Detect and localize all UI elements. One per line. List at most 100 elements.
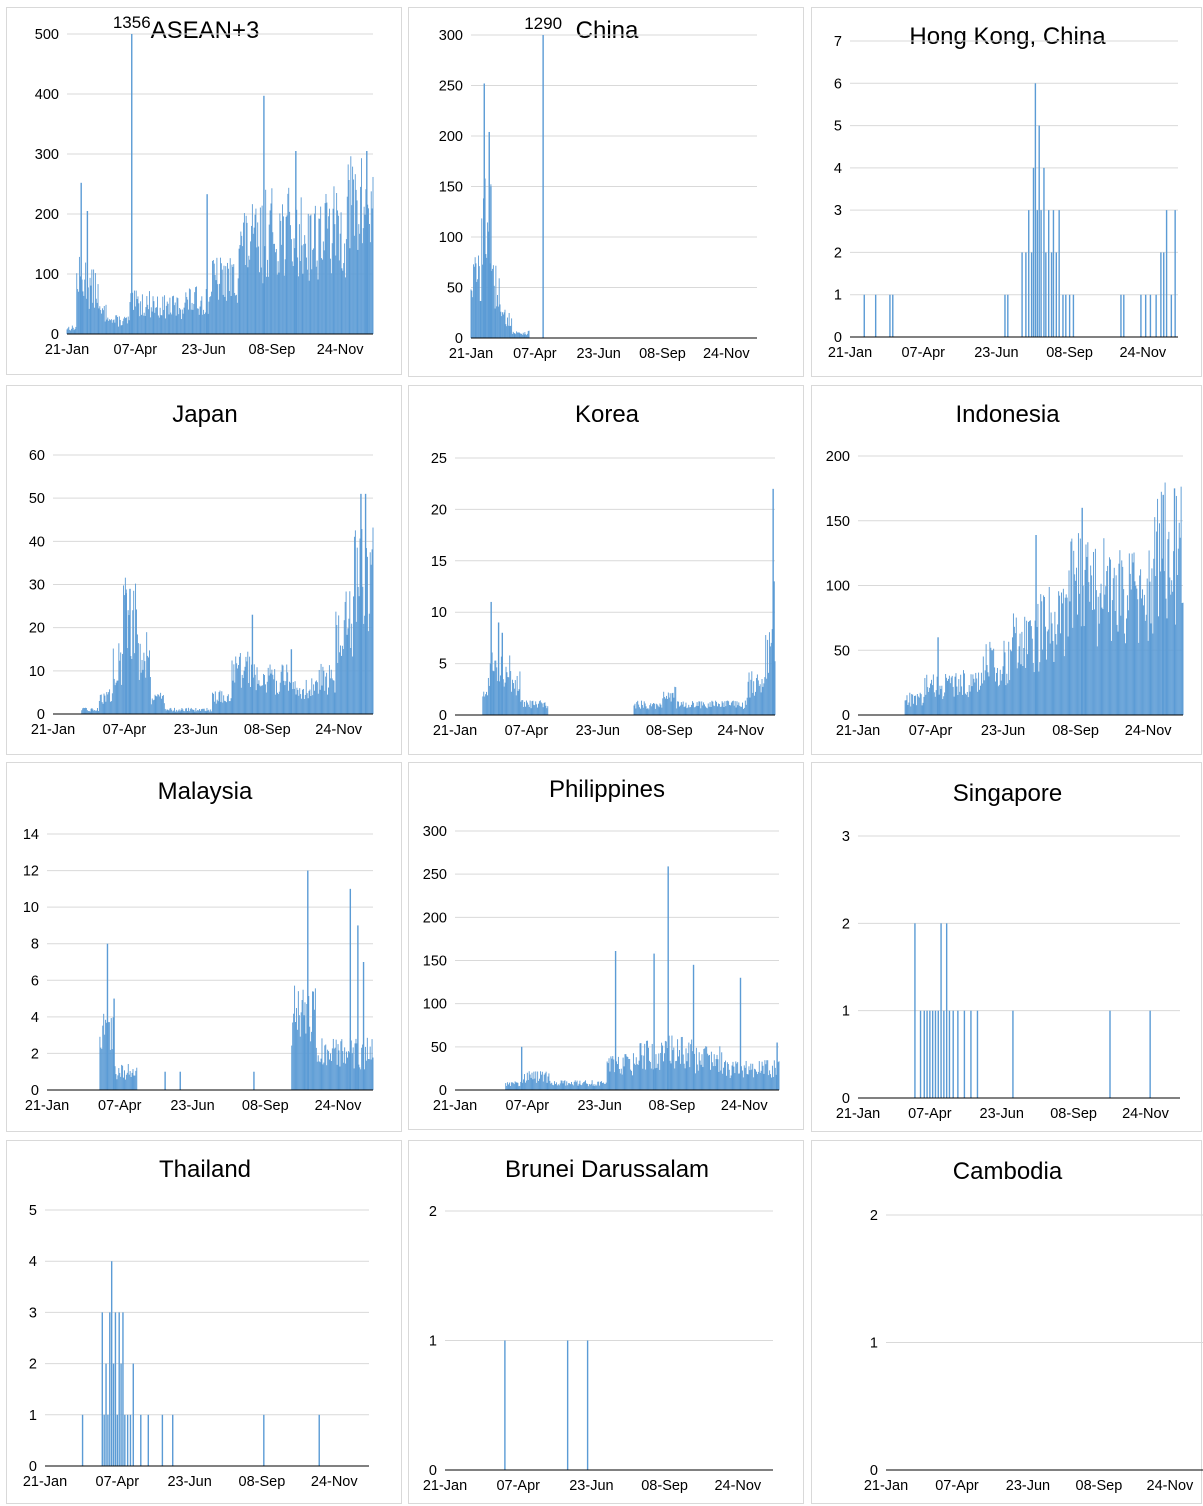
bar bbox=[528, 706, 530, 715]
bar bbox=[984, 670, 986, 715]
bar bbox=[496, 667, 498, 715]
bar bbox=[113, 319, 115, 334]
bar bbox=[687, 1053, 689, 1090]
bar bbox=[509, 1082, 510, 1090]
bar bbox=[314, 690, 316, 714]
y-tick-label: 10 bbox=[431, 605, 447, 621]
bar bbox=[109, 689, 111, 714]
bar bbox=[723, 707, 725, 715]
bar bbox=[290, 239, 292, 334]
bar bbox=[777, 1062, 779, 1090]
bar bbox=[303, 244, 305, 334]
bar bbox=[561, 1080, 563, 1090]
y-tick-label: 2 bbox=[31, 1046, 39, 1062]
bar bbox=[730, 1075, 732, 1090]
bar bbox=[308, 996, 310, 1090]
bar-series bbox=[66, 34, 374, 334]
bar bbox=[232, 266, 234, 334]
bar bbox=[1074, 574, 1076, 715]
bar bbox=[369, 552, 371, 714]
bar bbox=[932, 674, 934, 715]
bar bbox=[523, 334, 525, 338]
bar bbox=[680, 1037, 682, 1090]
bar bbox=[509, 326, 511, 338]
bar bbox=[370, 191, 372, 334]
bar bbox=[506, 672, 508, 715]
bar bbox=[697, 1070, 699, 1090]
bar bbox=[665, 1041, 667, 1090]
bar bbox=[316, 682, 318, 714]
bar bbox=[535, 701, 537, 715]
bar bbox=[355, 621, 357, 714]
bar bbox=[1090, 565, 1092, 715]
bar bbox=[94, 710, 96, 714]
bar bbox=[240, 687, 242, 714]
bar bbox=[648, 1060, 650, 1090]
bar bbox=[301, 1000, 303, 1090]
bar bbox=[294, 248, 296, 334]
bar bbox=[943, 1010, 945, 1098]
bar bbox=[1113, 567, 1115, 715]
bar bbox=[372, 1057, 374, 1090]
bar bbox=[999, 669, 1001, 715]
bar bbox=[1071, 538, 1073, 715]
bar bbox=[162, 695, 164, 714]
bar bbox=[286, 664, 288, 714]
bar bbox=[161, 698, 162, 714]
bar bbox=[1127, 610, 1129, 715]
bar bbox=[95, 710, 97, 714]
y-tick-label: 100 bbox=[439, 230, 463, 246]
x-tick-label: 08-Sep bbox=[249, 342, 296, 358]
bar bbox=[259, 685, 261, 714]
bar bbox=[351, 1053, 353, 1090]
bar bbox=[345, 239, 347, 334]
bar bbox=[678, 1050, 680, 1090]
bar bbox=[581, 1085, 583, 1090]
bar bbox=[91, 269, 93, 334]
bar bbox=[145, 677, 147, 714]
bar bbox=[672, 692, 674, 715]
bar bbox=[1178, 522, 1180, 715]
bar bbox=[204, 710, 206, 714]
bar bbox=[1107, 565, 1109, 715]
x-tick-label: 08-Sep bbox=[639, 346, 686, 362]
bar bbox=[738, 1073, 740, 1090]
bar bbox=[161, 696, 163, 714]
bar bbox=[1079, 538, 1081, 715]
bar bbox=[508, 1084, 509, 1090]
bar bbox=[528, 330, 530, 338]
x-tick-label: 08-Sep bbox=[244, 722, 291, 738]
bar bbox=[521, 700, 523, 715]
chart-panel-hong-kong: Hong Kong, China 0 1 2 3 4 5 6 7 21-Jan 07-Apr 23-J… bbox=[811, 7, 1202, 377]
x-tick-label: 23-Jun bbox=[576, 723, 620, 739]
bar bbox=[321, 685, 323, 714]
chart-panel-indonesia: Indonesia 0 50 100 150 200 21-Jan 07-Apr 23-Jun 0… bbox=[811, 385, 1202, 755]
bar bbox=[712, 701, 714, 715]
bar bbox=[133, 290, 135, 334]
bar bbox=[1052, 640, 1054, 715]
bar bbox=[762, 686, 764, 715]
bar bbox=[754, 695, 756, 715]
bar bbox=[1042, 649, 1044, 715]
bar bbox=[480, 300, 482, 338]
bar bbox=[646, 1040, 648, 1090]
bar bbox=[1030, 252, 1033, 337]
bar bbox=[118, 643, 120, 714]
bar bbox=[513, 1084, 515, 1090]
bar bbox=[352, 166, 354, 334]
bar bbox=[759, 684, 761, 715]
bar bbox=[486, 691, 487, 715]
bar bbox=[312, 695, 314, 714]
bar bbox=[604, 1083, 606, 1090]
bar bbox=[1062, 588, 1064, 715]
bar bbox=[505, 324, 507, 338]
bar bbox=[162, 296, 164, 334]
bar bbox=[188, 309, 189, 334]
bar bbox=[131, 34, 133, 334]
bar bbox=[473, 266, 475, 338]
y-tick-label: 300 bbox=[439, 28, 463, 44]
bar bbox=[926, 1010, 928, 1098]
bar bbox=[754, 1068, 756, 1090]
bar bbox=[140, 1414, 142, 1466]
